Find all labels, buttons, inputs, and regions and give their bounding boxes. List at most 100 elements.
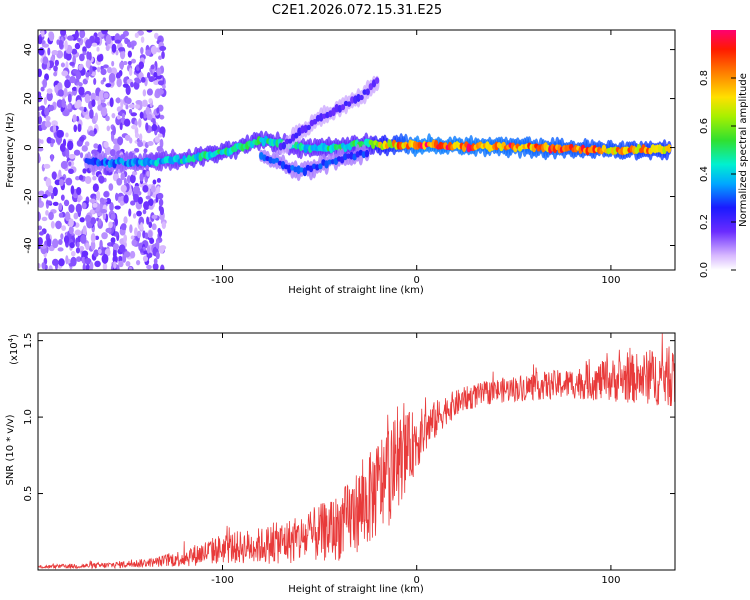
noise-cell — [158, 205, 162, 212]
noise-cell — [148, 98, 153, 104]
noise-cell — [112, 243, 119, 251]
noise-cell — [128, 266, 133, 270]
noise-cell — [146, 72, 151, 79]
noise-cell — [137, 30, 145, 36]
noise-cell — [105, 197, 112, 205]
y-tick-label: 40 — [23, 43, 34, 56]
noise-cell — [117, 136, 124, 146]
noise-cell — [42, 43, 49, 48]
noise-cell — [132, 213, 137, 219]
noise-cell — [162, 84, 166, 90]
noise-cell — [147, 140, 154, 146]
noise-cell — [65, 177, 73, 186]
noise-cell — [68, 204, 75, 213]
noise-cell — [65, 132, 69, 138]
y-tick-label: -40 — [23, 237, 34, 253]
noise-cell — [52, 186, 58, 197]
noise-cell — [146, 264, 152, 270]
noise-cell — [122, 83, 129, 88]
noise-cell — [120, 98, 124, 109]
noise-cell — [85, 59, 91, 69]
noise-cell — [95, 95, 100, 101]
trace-cell — [306, 124, 311, 131]
noise-cell — [145, 106, 150, 116]
noise-cell — [139, 173, 144, 182]
noise-cell — [150, 64, 155, 70]
noise-cell — [93, 78, 97, 86]
noise-cell — [70, 256, 77, 267]
colorbar-tick-label: 0.6 — [699, 118, 710, 134]
noise-cell — [58, 39, 64, 49]
noise-cell — [79, 152, 84, 159]
noise-cell — [122, 61, 128, 66]
snr-ticks: -100 0 100 0.5 1.0 1.5 — [23, 333, 675, 586]
noise-cell — [93, 143, 99, 149]
noise-cell — [120, 34, 126, 40]
noise-cell — [119, 61, 125, 70]
noise-cell — [38, 142, 41, 148]
noise-cell — [140, 47, 144, 55]
noise-cell — [64, 211, 71, 222]
trace-cell — [364, 149, 370, 158]
noise-cell — [91, 149, 98, 156]
noise-cell — [68, 168, 74, 175]
noise-cell — [42, 194, 48, 199]
noise-cell — [104, 146, 112, 156]
noise-cell — [146, 245, 151, 254]
noise-cell — [81, 250, 89, 258]
noise-cell — [51, 50, 59, 56]
noise-cell — [136, 230, 142, 239]
noise-cell — [77, 123, 82, 133]
noise-cell — [105, 83, 112, 88]
y-tick-label: 0.5 — [23, 486, 34, 502]
trace-cell — [346, 101, 352, 107]
noise-cell — [43, 97, 48, 106]
snr-y-scale-base: (x10 — [9, 342, 20, 365]
trace-cell — [312, 118, 318, 125]
noise-cell — [89, 108, 94, 119]
noise-cell — [148, 76, 155, 83]
noise-cell — [130, 200, 136, 206]
noise-cell — [133, 185, 141, 195]
noise-cell — [105, 115, 110, 122]
noise-cell — [101, 30, 108, 35]
noise-cell — [59, 143, 66, 153]
noise-cell — [60, 194, 65, 201]
noise-cell — [105, 44, 110, 52]
noise-cell — [40, 30, 45, 38]
noise-cell — [84, 214, 92, 223]
noise-cell — [102, 77, 106, 82]
noise-cell — [45, 115, 51, 122]
noise-cell — [65, 52, 72, 61]
noise-cell — [79, 30, 86, 39]
noise-cell — [130, 81, 134, 88]
noise-cell — [115, 49, 119, 56]
noise-cell — [97, 248, 102, 254]
spectrogram-x-axis-label: Height of straight line (km) — [288, 285, 424, 296]
spectrogram-frame — [37, 29, 676, 271]
noise-cell — [51, 171, 57, 180]
trace-cell — [359, 94, 364, 101]
noise-cell — [67, 103, 72, 110]
noise-cell — [71, 86, 78, 91]
noise-cell — [41, 40, 46, 45]
trace-cell — [294, 132, 299, 139]
snr-y-axis-label: SNR (10 * v/v) — [5, 414, 16, 485]
noise-cell — [55, 220, 62, 230]
noise-cell — [84, 141, 90, 147]
noise-cell — [73, 212, 79, 220]
noise-cell — [92, 175, 97, 181]
noise-cell — [103, 141, 109, 149]
noise-cell — [111, 43, 117, 53]
y-tick-label: 1.5 — [23, 333, 34, 349]
noise-cell — [68, 154, 76, 159]
noise-cell — [125, 104, 129, 110]
noise-cell — [134, 120, 138, 127]
noise-cell — [98, 218, 102, 226]
noise-cell — [146, 88, 153, 96]
noise-cell — [148, 221, 153, 229]
noise-cell — [108, 183, 114, 191]
noise-cell — [142, 184, 149, 193]
noise-cell — [134, 32, 139, 39]
noise-cell — [114, 218, 118, 226]
